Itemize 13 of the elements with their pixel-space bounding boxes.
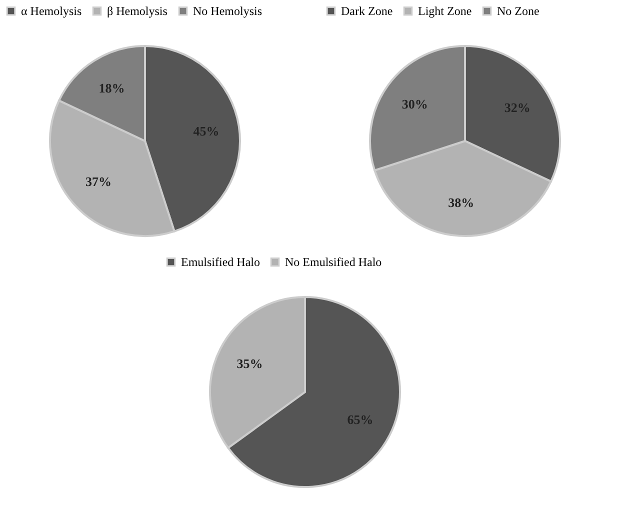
data-label: 30% [402,96,428,112]
legend-label: No Emulsified Halo [285,255,382,270]
legend-label: Dark Zone [341,4,393,18]
data-label: 38% [448,194,474,210]
data-label: 37% [85,174,112,189]
legend-label: β Hemolysis [107,4,168,18]
data-label: 35% [236,356,263,371]
legend-label: Light Zone [418,4,472,18]
legend-label: α Hemolysis [21,4,82,18]
legend-label: No Hemolysis [193,4,262,18]
data-label: 18% [98,80,125,96]
legend-label: Emulsified Halo [181,255,260,270]
legend-label: No Zone [497,4,540,18]
